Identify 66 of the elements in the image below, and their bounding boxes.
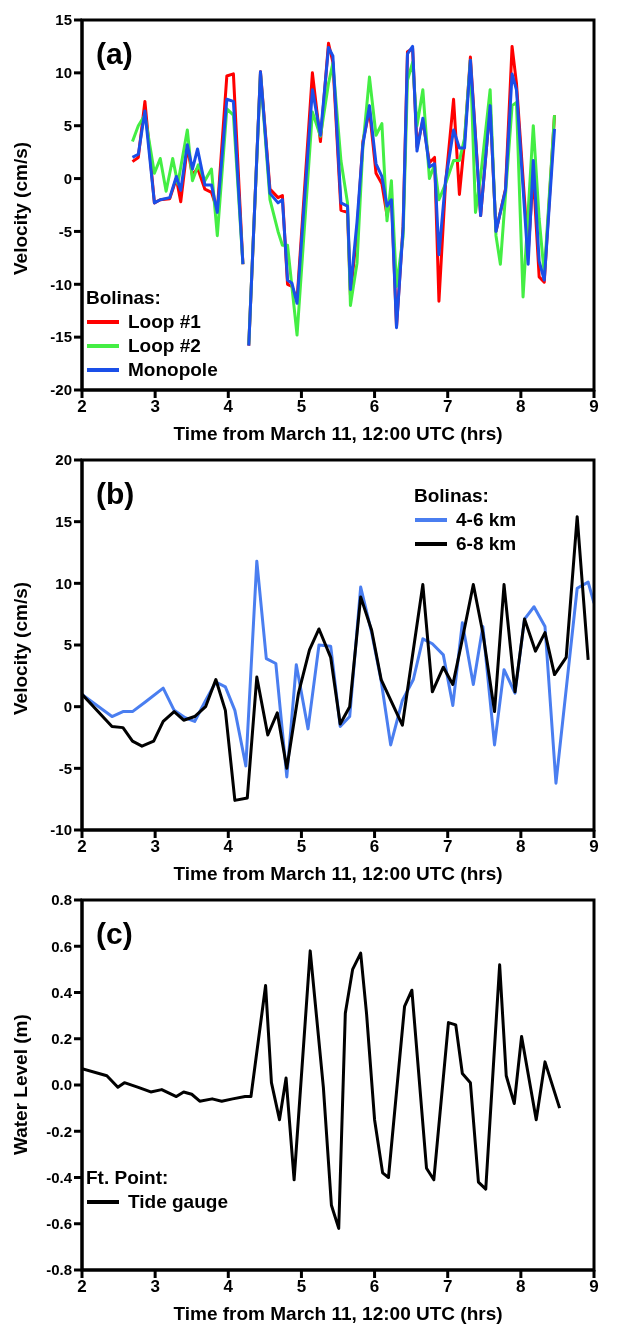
- legend-label: Monopole: [128, 358, 218, 382]
- x-tick-label: 8: [516, 837, 526, 857]
- y-tick-label: 5: [63, 636, 72, 654]
- x-tick-label: 2: [77, 1277, 87, 1297]
- y-tick-label: 0.6: [51, 937, 72, 955]
- legend-title: Bolinas:: [414, 484, 490, 508]
- x-tick-label: 8: [516, 1277, 526, 1297]
- x-axis-title: Time from March 11, 12:00 UTC (hrs): [173, 423, 503, 444]
- x-tick-label: 3: [150, 1277, 160, 1297]
- legend-label: Loop #1: [128, 310, 201, 334]
- y-tick-label: 10: [55, 64, 72, 82]
- y-axis-title: Velocity (cm/s): [9, 141, 31, 275]
- x-tick-label: 2: [77, 837, 87, 857]
- x-tick-label: 5: [296, 1277, 307, 1297]
- x-tick-label: 7: [442, 397, 453, 417]
- x-tick-label: 2: [77, 397, 87, 417]
- legend-label: Tide gauge: [128, 1190, 228, 1214]
- y-tick-label: 0.0: [51, 1076, 72, 1094]
- legend-label: 6-8 km: [456, 532, 517, 556]
- y-tick-label: -10: [50, 275, 72, 293]
- y-tick-label: 0: [63, 169, 72, 187]
- y-axis-title: Velocity (cm/s): [9, 581, 31, 715]
- y-axis-title: Water Level (m): [9, 1014, 31, 1155]
- y-tick-label: 15: [55, 512, 72, 530]
- y-tick-label: 0.8: [51, 891, 72, 909]
- y-tick-label: -0.6: [46, 1215, 72, 1233]
- y-tick-label: 0.2: [51, 1030, 72, 1048]
- y-tick-label: -5: [58, 759, 72, 777]
- y-tick-label: -0.2: [46, 1122, 72, 1140]
- y-tick-label: -15: [50, 328, 72, 346]
- x-tick-label: 4: [223, 397, 234, 417]
- x-tick-label: 3: [150, 397, 160, 417]
- y-tick-label: 10: [55, 574, 72, 592]
- y-tick-label: -0.8: [46, 1261, 72, 1279]
- x-tick-label: 7: [442, 1277, 453, 1297]
- x-tick-label: 6: [369, 1277, 380, 1297]
- x-tick-label: 3: [150, 837, 160, 857]
- x-tick-label: 4: [223, 837, 234, 857]
- annotation: (c): [96, 917, 133, 950]
- y-tick-label: 5: [63, 117, 72, 135]
- y-tick-label: -5: [58, 222, 72, 240]
- legend-label: 4-6 km: [456, 508, 517, 532]
- x-tick-label: 5: [296, 397, 307, 417]
- annotation: (b): [96, 477, 135, 510]
- y-tick-label: 0.4: [51, 983, 73, 1001]
- y-tick-label: 15: [55, 11, 72, 29]
- annotation: (a): [96, 37, 133, 70]
- x-tick-label: 9: [589, 397, 599, 417]
- y-tick-label: 0: [63, 697, 72, 715]
- legend-label: Loop #2: [128, 334, 201, 358]
- y-tick-label: -0.4: [46, 1168, 73, 1186]
- x-tick-label: 7: [442, 837, 453, 857]
- y-tick-label: 20: [55, 451, 72, 469]
- x-tick-label: 8: [516, 397, 526, 417]
- x-tick-label: 6: [369, 837, 380, 857]
- x-tick-label: 9: [589, 1277, 599, 1297]
- legend-title: Ft. Point:: [86, 1166, 170, 1190]
- x-tick-label: 9: [589, 837, 599, 857]
- x-tick-label: 4: [223, 1277, 234, 1297]
- x-axis-title: Time from March 11, 12:00 UTC (hrs): [173, 1303, 503, 1324]
- x-tick-label: 6: [369, 397, 380, 417]
- x-tick-label: 5: [296, 837, 307, 857]
- x-axis-title: Time from March 11, 12:00 UTC (hrs): [173, 863, 503, 884]
- legend-title: Bolinas:: [86, 286, 162, 310]
- y-tick-label: -20: [50, 381, 72, 399]
- y-tick-label: -10: [50, 821, 72, 839]
